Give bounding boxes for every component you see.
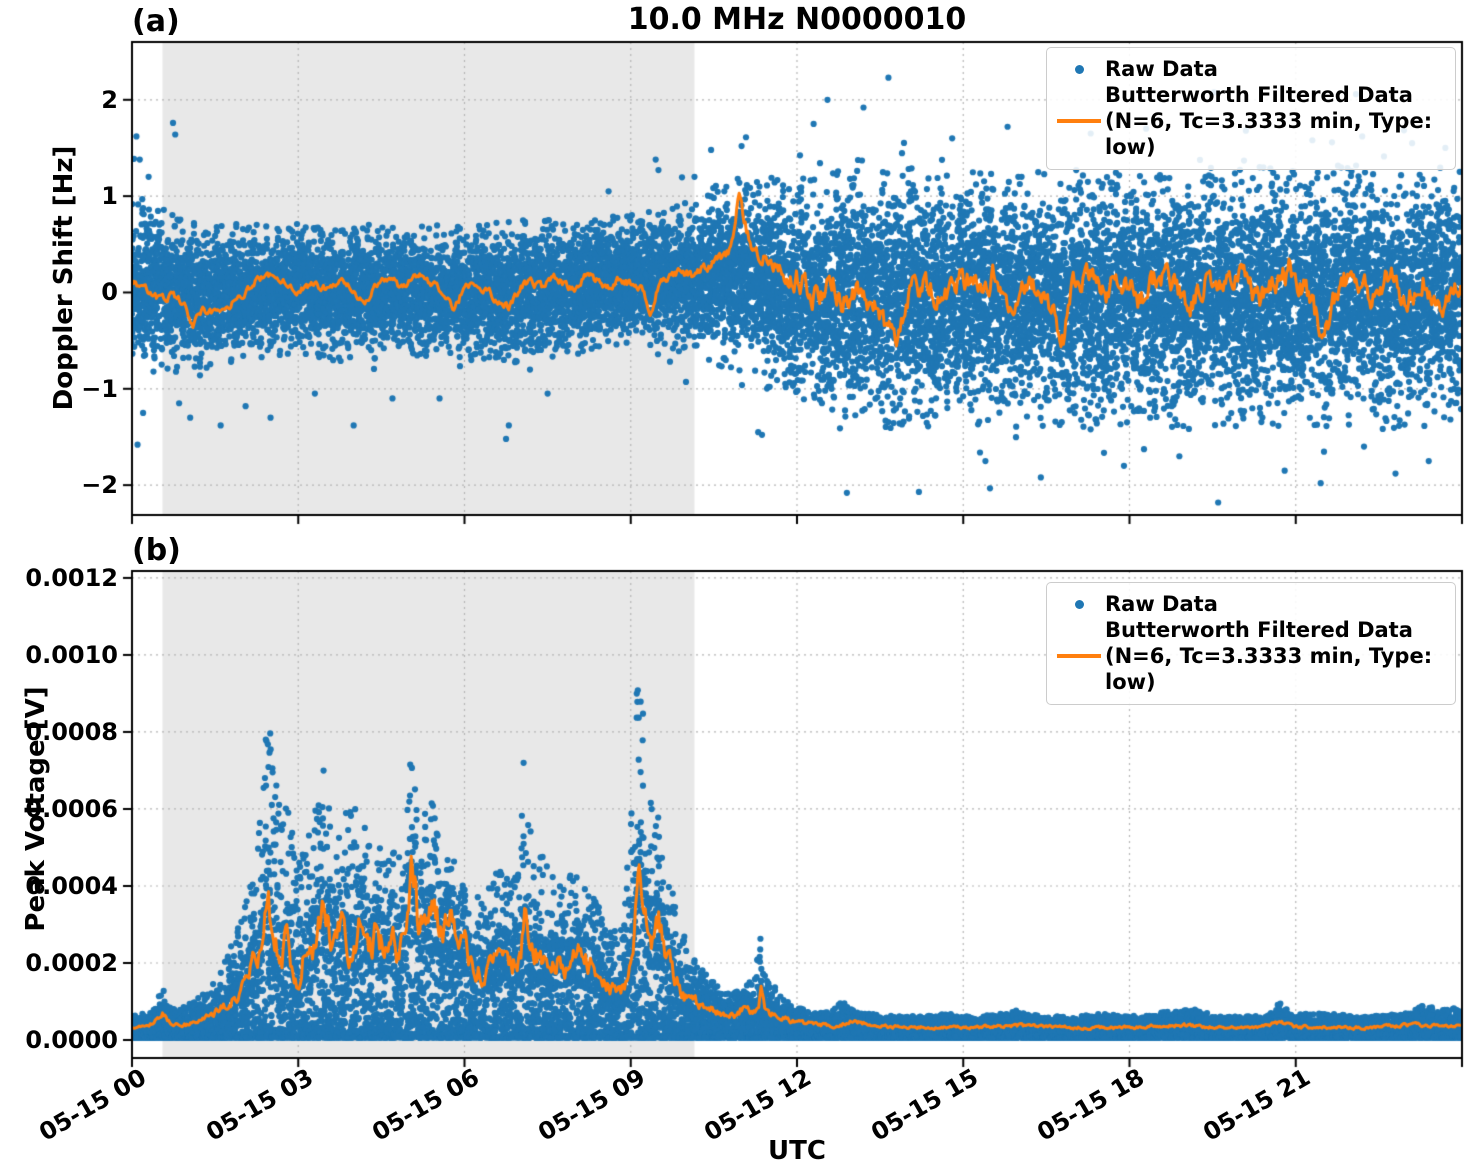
- figure-title: 10.0 MHz N0000010: [627, 2, 967, 37]
- legend-filtered-row: Butterworth Filtered Data (N=6, Tc=3.333…: [1053, 82, 1445, 160]
- legend-raw-row: Raw Data: [1053, 591, 1445, 617]
- y-tick-label: 0.0002: [25, 949, 118, 977]
- legend-raw-row: Raw Data: [1053, 56, 1445, 82]
- legend-filtered-label-line2: (N=6, Tc=3.3333 min, Type: low): [1105, 644, 1433, 694]
- y-tick-label: 2: [101, 85, 118, 114]
- y-tick-label: 0.0006: [25, 794, 118, 823]
- panel-b-label: (b): [132, 533, 181, 568]
- y-tick-label: 0.0008: [25, 717, 118, 746]
- legend-panel-b: Raw Data Butterworth Filtered Data (N=6,…: [1046, 582, 1456, 705]
- y-tick-label: 0.0012: [25, 563, 118, 592]
- legend-filtered-row: Butterworth Filtered Data (N=6, Tc=3.333…: [1053, 617, 1445, 695]
- y-tick-label: −1: [81, 374, 118, 403]
- y-tick-label: 0.0000: [25, 1026, 118, 1055]
- legend-filtered-label: Butterworth Filtered Data (N=6, Tc=3.333…: [1105, 617, 1445, 695]
- raw-data-marker-icon: [1053, 599, 1105, 609]
- raw-data-marker-icon: [1053, 64, 1105, 74]
- legend-filtered-label-line1: Butterworth Filtered Data: [1105, 83, 1413, 107]
- filtered-line-marker-icon: [1053, 654, 1105, 658]
- y-tick-label: 0.0004: [25, 871, 118, 900]
- y-tick-label: −2: [81, 471, 118, 500]
- legend-panel-a: Raw Data Butterworth Filtered Data (N=6,…: [1046, 47, 1456, 170]
- legend-filtered-label-line1: Butterworth Filtered Data: [1105, 618, 1413, 642]
- legend-raw-label: Raw Data: [1105, 57, 1218, 81]
- legend-filtered-label: Butterworth Filtered Data (N=6, Tc=3.333…: [1105, 82, 1445, 160]
- y-tick-label: 1: [101, 182, 118, 211]
- y-tick-label: 0: [101, 278, 118, 307]
- legend-filtered-label-line2: (N=6, Tc=3.3333 min, Type: low): [1105, 109, 1433, 159]
- x-axis-label: UTC: [768, 1136, 826, 1166]
- legend-raw-label: Raw Data: [1105, 592, 1218, 616]
- filtered-line-marker-icon: [1053, 119, 1105, 123]
- panel-a-label: (a): [132, 4, 180, 39]
- y-tick-label: 0.0010: [25, 640, 118, 669]
